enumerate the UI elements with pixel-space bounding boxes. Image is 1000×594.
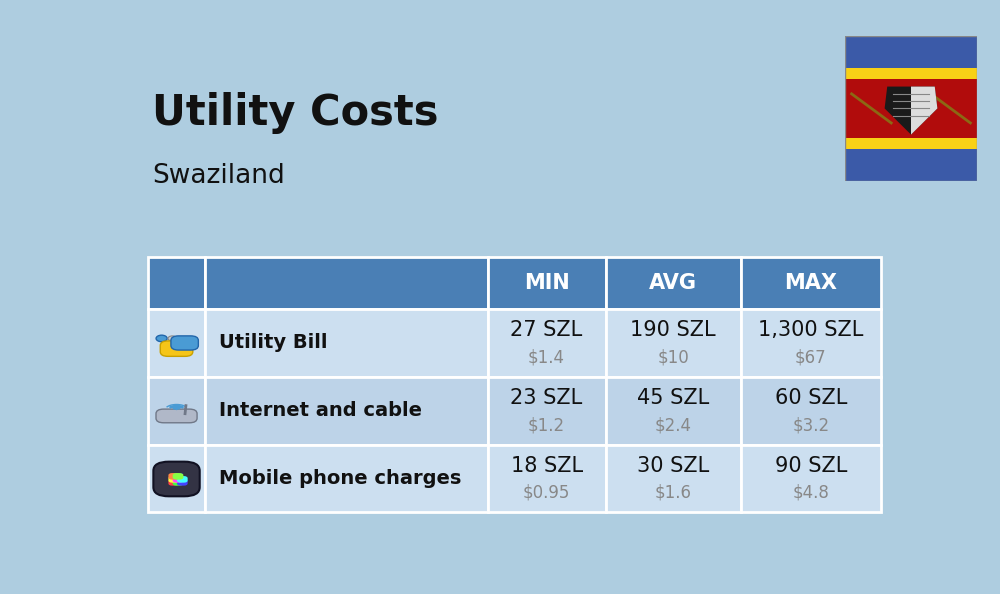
FancyBboxPatch shape: [153, 462, 200, 497]
FancyBboxPatch shape: [488, 377, 606, 444]
Text: 18 SZL: 18 SZL: [511, 456, 583, 476]
FancyBboxPatch shape: [741, 257, 881, 309]
FancyBboxPatch shape: [205, 444, 488, 512]
FancyBboxPatch shape: [606, 309, 741, 377]
FancyBboxPatch shape: [148, 377, 205, 444]
FancyBboxPatch shape: [606, 444, 741, 512]
FancyBboxPatch shape: [205, 257, 488, 309]
Circle shape: [175, 409, 178, 410]
Text: $1.4: $1.4: [528, 349, 565, 366]
Circle shape: [156, 335, 167, 342]
Text: 45 SZL: 45 SZL: [637, 388, 709, 408]
FancyBboxPatch shape: [173, 476, 183, 483]
FancyBboxPatch shape: [168, 479, 179, 486]
Text: MAX: MAX: [784, 273, 837, 293]
Text: AVG: AVG: [649, 273, 697, 293]
Text: $0.95: $0.95: [523, 484, 570, 502]
FancyBboxPatch shape: [488, 444, 606, 512]
Text: 27 SZL: 27 SZL: [510, 320, 583, 340]
Text: 30 SZL: 30 SZL: [637, 456, 709, 476]
Text: $3.2: $3.2: [792, 416, 829, 434]
Text: Utility Costs: Utility Costs: [152, 92, 439, 134]
FancyBboxPatch shape: [168, 476, 179, 483]
FancyBboxPatch shape: [171, 336, 198, 350]
FancyBboxPatch shape: [488, 257, 606, 309]
Text: $4.8: $4.8: [792, 484, 829, 502]
Text: 190 SZL: 190 SZL: [631, 320, 716, 340]
FancyBboxPatch shape: [741, 309, 881, 377]
Text: Mobile phone charges: Mobile phone charges: [219, 469, 461, 488]
Text: $2.4: $2.4: [655, 416, 692, 434]
Text: $1.2: $1.2: [528, 416, 565, 434]
FancyBboxPatch shape: [177, 479, 188, 486]
Text: $10: $10: [657, 349, 689, 366]
Text: MIN: MIN: [524, 273, 569, 293]
Bar: [845, 36, 977, 68]
Text: 1,300 SZL: 1,300 SZL: [758, 320, 864, 340]
FancyBboxPatch shape: [171, 473, 183, 485]
FancyBboxPatch shape: [148, 444, 205, 512]
Bar: [845, 79, 977, 138]
Bar: [845, 149, 977, 181]
Circle shape: [168, 336, 177, 341]
FancyBboxPatch shape: [177, 476, 188, 483]
Text: $1.6: $1.6: [655, 484, 692, 502]
Polygon shape: [885, 87, 937, 135]
FancyBboxPatch shape: [160, 341, 193, 356]
FancyBboxPatch shape: [488, 309, 606, 377]
FancyBboxPatch shape: [741, 377, 881, 444]
FancyBboxPatch shape: [173, 479, 183, 486]
Bar: [845, 68, 977, 79]
FancyBboxPatch shape: [173, 473, 183, 479]
FancyBboxPatch shape: [606, 377, 741, 444]
Text: 23 SZL: 23 SZL: [510, 388, 583, 408]
FancyBboxPatch shape: [168, 473, 179, 479]
FancyBboxPatch shape: [606, 257, 741, 309]
Text: Swaziland: Swaziland: [152, 163, 285, 189]
Text: 60 SZL: 60 SZL: [775, 388, 847, 408]
FancyBboxPatch shape: [156, 409, 197, 423]
FancyBboxPatch shape: [205, 377, 488, 444]
FancyBboxPatch shape: [148, 309, 205, 377]
Text: Utility Bill: Utility Bill: [219, 333, 327, 352]
FancyBboxPatch shape: [741, 444, 881, 512]
FancyBboxPatch shape: [205, 309, 488, 377]
Polygon shape: [911, 87, 937, 135]
FancyBboxPatch shape: [148, 257, 205, 309]
Text: 90 SZL: 90 SZL: [775, 456, 847, 476]
Text: $67: $67: [795, 349, 827, 366]
Text: Internet and cable: Internet and cable: [219, 401, 422, 420]
Bar: [845, 138, 977, 149]
